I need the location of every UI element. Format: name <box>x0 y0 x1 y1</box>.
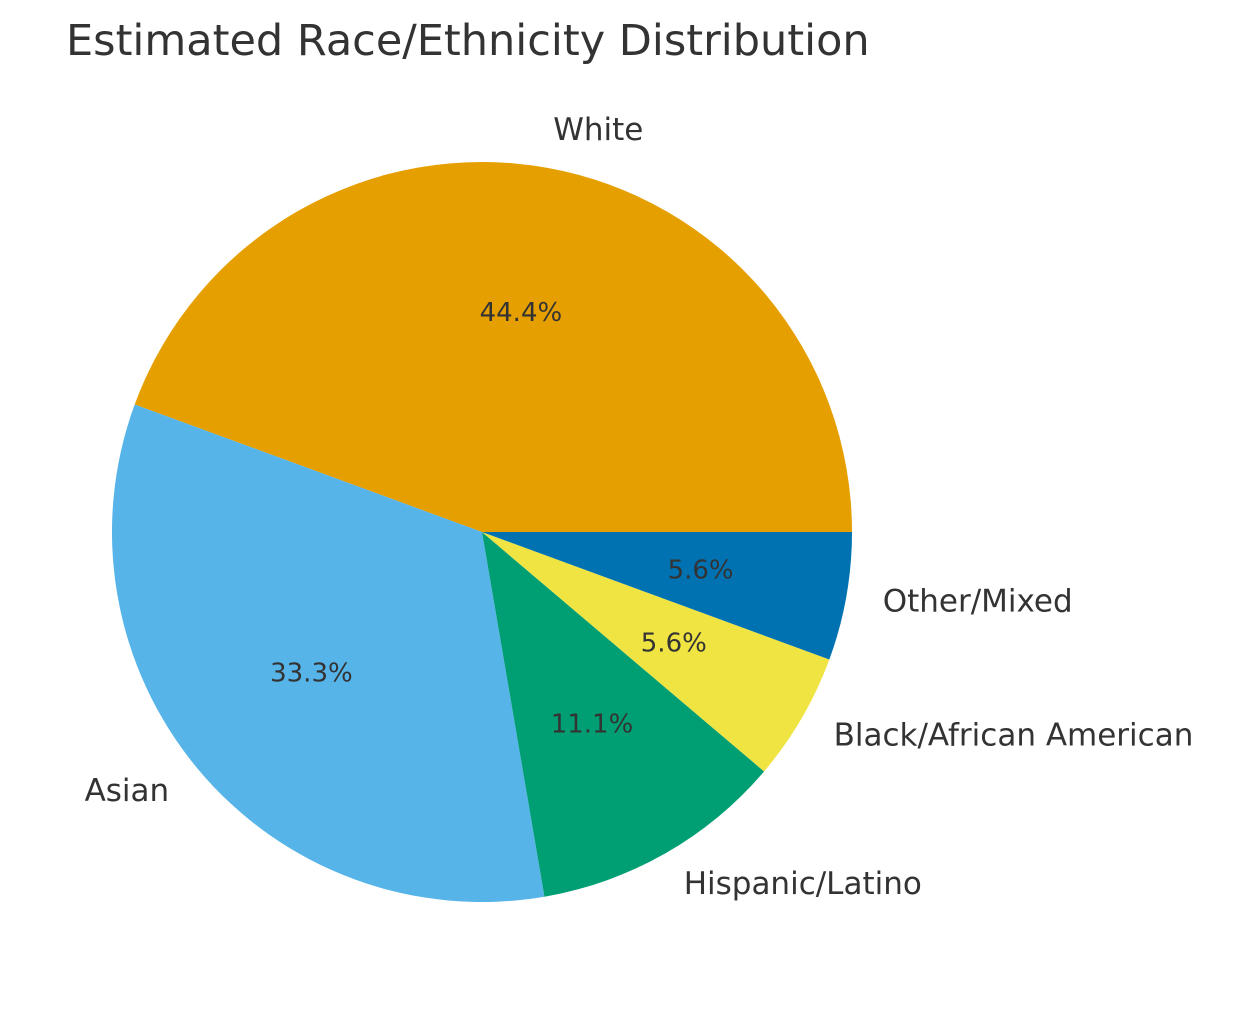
pie-slices <box>112 162 853 903</box>
chart-title: Estimated Race/Ethnicity Distribution <box>66 16 870 66</box>
percent-label-black-african-american: 5.6% <box>641 628 707 658</box>
slice-label-other-mixed: Other/Mixed <box>883 584 1073 620</box>
pie-slice-hispanic-latino <box>482 532 765 897</box>
pie-slice-other-mixed <box>482 532 852 660</box>
percent-label-other-mixed: 5.6% <box>668 555 734 585</box>
percent-label-hispanic-latino: 11.1% <box>551 709 634 739</box>
slice-label-hispanic-latino: Hispanic/Latino <box>684 866 922 902</box>
pie-labels: White 44.4% Asian 33.3% Hispanic/Latino 11.1%… <box>85 112 1194 902</box>
pie-slice-black-african-american <box>482 532 830 772</box>
percent-label-white: 44.4% <box>480 298 563 328</box>
percent-label-asian: 33.3% <box>270 659 353 689</box>
slice-label-white: White <box>553 112 643 148</box>
pie-slice-white <box>134 162 853 532</box>
slice-label-asian: Asian <box>85 773 170 809</box>
slice-label-black-african-american: Black/African American <box>834 718 1194 754</box>
pie-slice-asian <box>112 404 545 903</box>
